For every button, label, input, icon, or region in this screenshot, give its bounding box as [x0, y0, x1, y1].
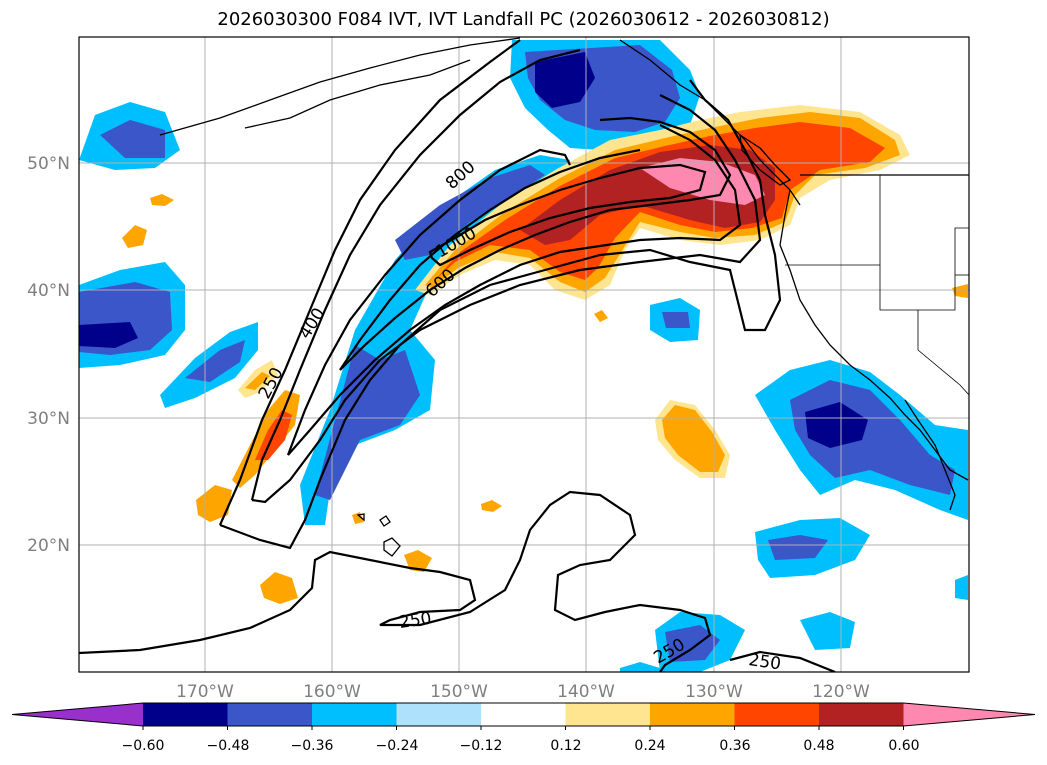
warm-spot-3	[122, 225, 147, 248]
contour-250-west	[218, 39, 521, 526]
colorbar-tick-label: −0.48	[207, 738, 250, 754]
colorbar-tick-label: 0.24	[634, 738, 665, 754]
colorbar-tick-label: 0.48	[803, 738, 834, 754]
baja-coast	[904, 399, 956, 511]
blue-region-west-max	[79, 322, 138, 348]
blue-region-south-2-core	[665, 625, 720, 662]
hawaii-island-3	[356, 513, 365, 522]
lon-tick-160w: 160°W	[303, 682, 361, 702]
contour-label-250-south: 250	[398, 609, 433, 633]
colorbar	[11, 702, 1036, 730]
contour-label-group: 250 400 600 800 1000 250 250 250	[255, 157, 782, 674]
colorbar-tick-label: −0.60	[122, 738, 165, 754]
lat-tick-20n: 20°N	[27, 536, 70, 556]
colorbar-tick-labels: −0.60 −0.48 −0.36 −0.24 −0.12 0.12 0.24 …	[122, 738, 920, 754]
contour-400-west	[250, 48, 581, 501]
colorbar-segment	[734, 703, 820, 726]
map-content: 250 400 600 800 1000 250 250 250	[79, 37, 969, 674]
contour-600-west	[286, 148, 571, 456]
blue-region-135w-core	[662, 312, 690, 328]
warm-spot-5	[404, 550, 432, 572]
us-west-coast	[779, 189, 969, 481]
map-title: 2026030300 F084 IVT, IVT Landfall PC (20…	[217, 9, 830, 30]
lat-tick-50n: 50°N	[27, 154, 70, 174]
warm-spot-4	[150, 194, 174, 206]
coastlines	[159, 37, 969, 557]
blue-region-edge	[955, 575, 968, 600]
colorbar-segment	[312, 703, 397, 726]
warm-spot-7	[594, 310, 608, 322]
lat-tick-30n: 30°N	[27, 409, 70, 429]
colorbar-tick-label: −0.36	[291, 738, 334, 754]
warm-spot-2	[260, 572, 298, 604]
bc-coast	[619, 39, 801, 206]
blue-region-gulf-max	[535, 52, 595, 108]
contour-250-east	[219, 79, 782, 550]
hawaii-island-2	[383, 537, 401, 557]
warm-spot-9	[952, 284, 968, 298]
lon-tick-labels: 170°W 160°W 150°W 140°W 130°W 120°W	[176, 682, 870, 702]
map-frame	[78, 36, 970, 673]
blue-region-south-4	[620, 662, 660, 672]
lon-tick-170w: 170°W	[176, 682, 234, 702]
colorbar-tick-label: −0.24	[376, 738, 419, 754]
contour-label-250-east: 250	[747, 650, 782, 674]
colorbar-tick-label: −0.12	[460, 738, 503, 754]
contour-800-west	[339, 148, 641, 371]
colorbar-segment	[227, 703, 313, 726]
warm-spot-6	[481, 500, 502, 512]
contour-800-east	[339, 116, 732, 371]
warm-region-sw-small-core	[245, 372, 270, 390]
lon-tick-150w: 150°W	[430, 682, 488, 702]
contour-1000	[428, 163, 707, 267]
blue-region-nw-core	[100, 120, 165, 158]
alaska-peninsula-coast	[159, 37, 521, 136]
aleutians-coast	[244, 59, 471, 129]
hawaii-island-1	[379, 515, 391, 527]
negative-pc-shading	[79, 40, 968, 672]
lat-tick-40n: 40°N	[27, 281, 70, 301]
lon-tick-140w: 140°W	[557, 682, 615, 702]
blue-region-tongue-north	[395, 165, 545, 260]
blue-region-165w-core	[185, 340, 245, 382]
colorbar-segment	[396, 703, 482, 726]
colorbar-segment	[565, 703, 651, 726]
colorbar-extend-max	[903, 703, 1035, 726]
ivt-contours	[79, 39, 836, 672]
contour-250-se	[729, 650, 836, 672]
colorbar-segment	[650, 703, 735, 726]
blue-region-se-max	[805, 402, 868, 448]
colorbar-tick-label: 0.12	[550, 738, 581, 754]
colorbar-segment	[143, 703, 228, 726]
lon-tick-130w: 130°W	[685, 682, 743, 702]
colorbar-tick-label: 0.36	[719, 738, 750, 754]
colorbar-extend-min	[12, 703, 143, 726]
lat-tick-labels: 50°N 40°N 30°N 20°N	[27, 154, 70, 556]
state-boundary-az	[917, 310, 969, 396]
lon-tick-120w: 120°W	[812, 682, 870, 702]
state-boundary-nv	[879, 227, 969, 311]
colorbar-segment	[481, 703, 566, 726]
warm-region-140w-core	[662, 405, 725, 472]
blue-region-tongue-core	[315, 345, 420, 500]
contour-400-east	[251, 94, 762, 504]
colorbar-segment	[819, 703, 904, 726]
blue-region-south-1-core	[768, 535, 828, 560]
colorbar-tick-label: 0.60	[888, 738, 919, 754]
graticule	[79, 37, 969, 672]
contour-250-south	[79, 490, 712, 672]
contour-600-east	[287, 124, 742, 456]
vancouver-island	[739, 133, 792, 186]
